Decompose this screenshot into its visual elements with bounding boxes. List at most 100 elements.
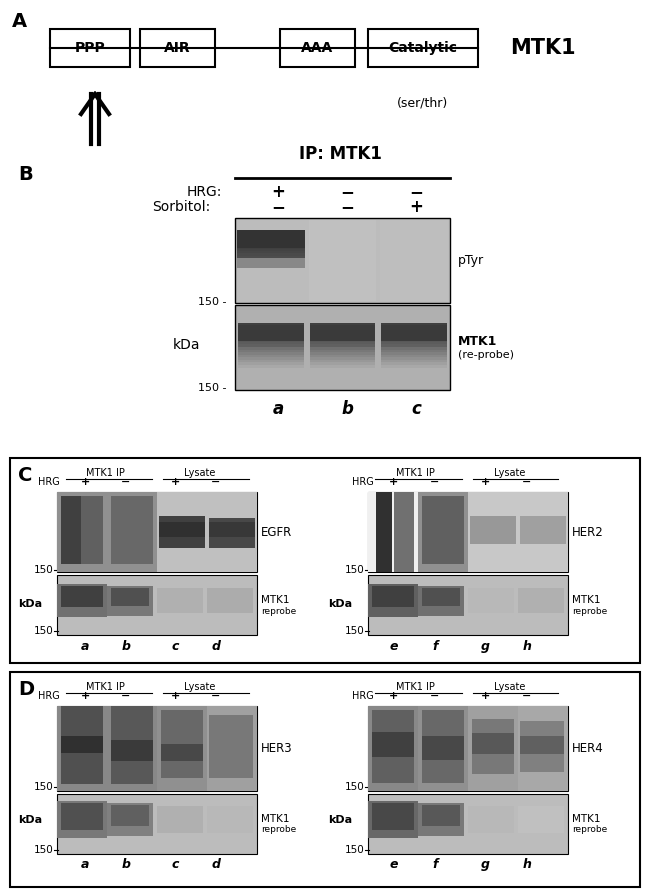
Bar <box>382 352 447 355</box>
Bar <box>468 588 514 613</box>
Text: kDa: kDa <box>172 338 200 352</box>
Bar <box>520 736 564 755</box>
Bar <box>10 672 640 887</box>
Bar <box>238 333 304 337</box>
Bar <box>422 736 464 760</box>
Bar <box>368 492 568 572</box>
Bar <box>418 803 464 836</box>
Bar <box>382 347 447 350</box>
Bar <box>382 362 447 365</box>
Text: b: b <box>341 400 353 418</box>
Bar <box>468 806 514 833</box>
Text: 150: 150 <box>345 565 365 575</box>
Bar <box>238 365 304 367</box>
Text: g: g <box>480 858 489 871</box>
Bar <box>309 350 375 353</box>
Text: D: D <box>18 680 34 699</box>
Text: 150: 150 <box>345 782 365 792</box>
Bar <box>237 230 305 248</box>
Text: 150: 150 <box>345 626 365 636</box>
Text: +: + <box>480 691 489 701</box>
Bar <box>280 29 355 67</box>
Text: Sorbitol:: Sorbitol: <box>151 200 210 214</box>
Bar <box>237 247 305 249</box>
Text: HRG: HRG <box>352 477 374 487</box>
Bar <box>237 263 305 266</box>
Text: kDa: kDa <box>328 815 352 825</box>
Bar <box>382 333 447 337</box>
Bar <box>309 323 375 326</box>
Bar <box>382 357 447 360</box>
Bar <box>238 347 304 350</box>
Bar <box>382 325 447 341</box>
Bar <box>418 492 468 572</box>
Bar <box>159 516 205 548</box>
Bar <box>368 29 478 67</box>
Bar <box>382 339 447 342</box>
Bar <box>382 336 447 340</box>
Bar <box>422 805 460 826</box>
Bar <box>309 347 375 350</box>
Bar <box>238 352 304 356</box>
Text: 150: 150 <box>34 565 54 575</box>
Bar <box>238 352 304 355</box>
Text: A: A <box>12 12 27 31</box>
Bar <box>368 801 418 839</box>
Bar <box>237 253 305 257</box>
Bar <box>61 706 103 784</box>
Text: pTyr: pTyr <box>458 254 484 267</box>
Bar <box>238 350 304 352</box>
Bar <box>309 362 375 365</box>
Bar <box>238 355 304 358</box>
Text: HRG: HRG <box>38 691 60 701</box>
Text: +: + <box>81 691 90 701</box>
Bar <box>238 357 304 360</box>
Bar <box>157 588 203 613</box>
Bar <box>382 328 447 332</box>
Bar <box>157 492 207 572</box>
Bar <box>382 342 447 345</box>
Bar <box>237 241 305 244</box>
Text: kDa: kDa <box>328 599 352 609</box>
Bar <box>309 342 375 345</box>
Text: MTK1: MTK1 <box>572 595 601 605</box>
Bar <box>61 736 103 753</box>
Bar <box>57 706 107 791</box>
Bar <box>57 794 257 854</box>
Bar <box>209 522 255 536</box>
Bar <box>111 496 153 564</box>
Text: Catalytic: Catalytic <box>389 41 458 55</box>
Text: AAA: AAA <box>302 41 333 55</box>
Bar <box>520 516 566 544</box>
Bar <box>309 325 375 341</box>
Bar <box>520 721 564 772</box>
Text: reprobe: reprobe <box>572 606 607 615</box>
Text: +: + <box>480 477 489 487</box>
Text: a: a <box>81 858 89 871</box>
Text: +: + <box>170 477 179 487</box>
Text: 150: 150 <box>345 845 365 855</box>
Bar <box>368 575 568 635</box>
Bar <box>57 706 257 791</box>
Text: +: + <box>170 691 179 701</box>
Bar <box>382 350 447 352</box>
Text: −: − <box>523 477 532 487</box>
Text: B: B <box>18 165 32 184</box>
Bar <box>238 359 304 362</box>
Bar <box>309 359 375 362</box>
Bar <box>238 323 304 326</box>
Text: h: h <box>523 858 532 871</box>
Text: 150: 150 <box>34 626 54 636</box>
Bar <box>309 352 375 356</box>
Bar <box>376 492 392 572</box>
Text: Lysate: Lysate <box>185 682 216 692</box>
Text: −: − <box>523 691 532 701</box>
Text: −: − <box>340 183 354 201</box>
Text: +: + <box>81 477 90 487</box>
Text: HRG: HRG <box>38 477 60 487</box>
Bar <box>238 325 304 329</box>
Text: HER4: HER4 <box>572 742 604 755</box>
Text: kDa: kDa <box>18 599 42 609</box>
Bar <box>309 352 375 355</box>
Text: IP: MTK1: IP: MTK1 <box>298 145 382 163</box>
